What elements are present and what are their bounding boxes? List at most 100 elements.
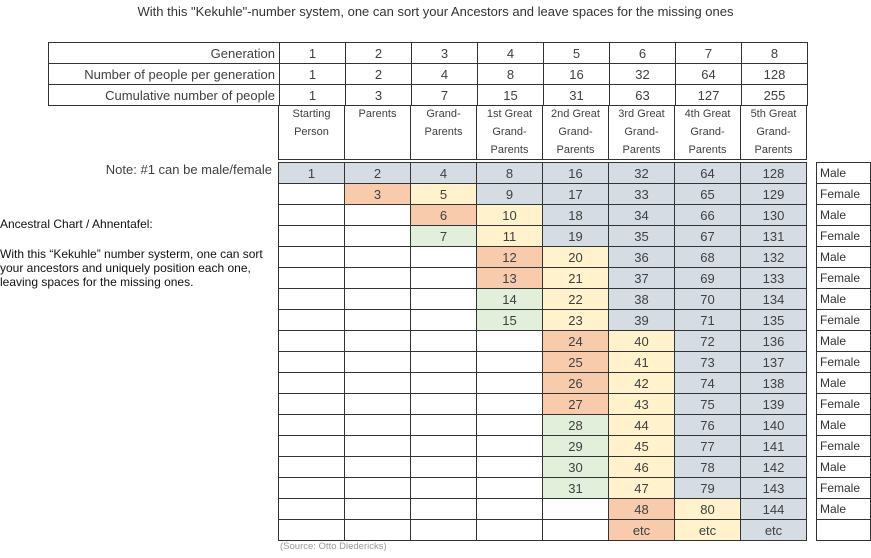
page-title: With this "Kekuhle"-number system, one c… bbox=[137, 4, 734, 19]
sex-cell: Male bbox=[816, 456, 871, 478]
sex-cell: Female bbox=[816, 267, 871, 289]
kekule-number-cell: 140 bbox=[740, 414, 807, 436]
kekule-number-cell: 73 bbox=[674, 351, 741, 373]
summary-cell: 32 bbox=[609, 63, 676, 85]
kekule-number-cell bbox=[476, 498, 543, 520]
sex-row: Female bbox=[816, 477, 871, 499]
kekule-number-cell: 43 bbox=[608, 393, 675, 415]
kekule-number-cell: 27 bbox=[542, 393, 609, 415]
kekule-number-cell: 128 bbox=[740, 162, 807, 184]
summary-cell: 64 bbox=[675, 63, 742, 85]
kekule-number-cell bbox=[278, 246, 345, 268]
summary-row-label: Number of people per generation bbox=[48, 63, 280, 85]
summary-cell: 255 bbox=[741, 84, 808, 106]
kekule-number-cell: 2 bbox=[344, 162, 411, 184]
kekule-number-cell: 64 bbox=[674, 162, 741, 184]
kekule-number-cell bbox=[476, 351, 543, 373]
kekule-number-cell: 137 bbox=[740, 351, 807, 373]
kekule-number-cell bbox=[344, 225, 411, 247]
sex-cell: Male bbox=[816, 372, 871, 394]
sex-row: Male bbox=[816, 414, 871, 436]
grid-row: 13 21 37 69 133 bbox=[278, 267, 807, 289]
grid-row: etc etc etc bbox=[278, 519, 807, 541]
summary-cell: 7 bbox=[675, 42, 742, 64]
kekule-number-cell bbox=[278, 456, 345, 478]
summary-cell: 31 bbox=[543, 84, 610, 106]
kekule-number-cell bbox=[344, 393, 411, 415]
kekule-number-cell: 14 bbox=[476, 288, 543, 310]
kekule-number-cell: 25 bbox=[542, 351, 609, 373]
sex-cell: Female bbox=[816, 351, 871, 373]
kekule-number-cell: 136 bbox=[740, 330, 807, 352]
kekule-number-cell bbox=[410, 435, 477, 457]
kekule-number-cell bbox=[344, 309, 411, 331]
kekule-number-cell bbox=[476, 414, 543, 436]
kekule-number-cell bbox=[476, 372, 543, 394]
kekule-number-cell: 69 bbox=[674, 267, 741, 289]
kekule-number-cell: 36 bbox=[608, 246, 675, 268]
kekule-number-cell: 11 bbox=[476, 225, 543, 247]
kekule-number-cell bbox=[278, 498, 345, 520]
kekule-number-cell: 16 bbox=[542, 162, 609, 184]
kekule-number-cell bbox=[344, 330, 411, 352]
kekule-number-cell bbox=[476, 393, 543, 415]
kekule-number-cell bbox=[278, 414, 345, 436]
source-credit: (Source: Otto Diedericks) bbox=[280, 541, 387, 552]
kekule-number-cell: 48 bbox=[608, 498, 675, 520]
kekule-number-cell bbox=[344, 351, 411, 373]
kekule-number-cell: 67 bbox=[674, 225, 741, 247]
kekule-number-cell: 70 bbox=[674, 288, 741, 310]
kekule-number-cell: 46 bbox=[608, 456, 675, 478]
kekule-number-cell bbox=[344, 204, 411, 226]
kekule-number-cell: 26 bbox=[542, 372, 609, 394]
sex-cell: Female bbox=[816, 309, 871, 331]
summary-row-label: Cumulative number of people bbox=[48, 84, 280, 106]
kekule-number-cell bbox=[476, 477, 543, 499]
kekule-number-cell bbox=[278, 267, 345, 289]
kekule-number-cell bbox=[278, 330, 345, 352]
kekule-number-cell: 135 bbox=[740, 309, 807, 331]
kekule-number-cell: 20 bbox=[542, 246, 609, 268]
generation-description: 3rd Great Grand- Parents bbox=[608, 105, 675, 160]
kekule-number-cell: 71 bbox=[674, 309, 741, 331]
sex-cell: Female bbox=[816, 183, 871, 205]
grid-row: 30 46 78 142 bbox=[278, 456, 807, 478]
summary-cell: 6 bbox=[609, 42, 676, 64]
sex-row bbox=[816, 519, 871, 541]
kekule-number-cell: 130 bbox=[740, 204, 807, 226]
kekule-number-cell bbox=[410, 288, 477, 310]
kekule-number-cell: 21 bbox=[542, 267, 609, 289]
summary-cell: 63 bbox=[609, 84, 676, 106]
kekule-number-cell bbox=[344, 519, 411, 541]
kekule-number-cell: 38 bbox=[608, 288, 675, 310]
kekule-number-cell: 129 bbox=[740, 183, 807, 205]
kekule-number-cell: 37 bbox=[608, 267, 675, 289]
kekule-number-cell: 134 bbox=[740, 288, 807, 310]
kekule-number-cell bbox=[344, 456, 411, 478]
kekule-number-cell bbox=[410, 393, 477, 415]
sex-cell: Female bbox=[816, 477, 871, 499]
generation-summary-table: Generation 1 2 3 4 5 6 7 8 Number of people per g… bbox=[48, 42, 808, 106]
generation-description: 4th Great Grand- Parents bbox=[674, 105, 741, 160]
sex-row: Male bbox=[816, 372, 871, 394]
grid-row: 1 2 4 8 16 32 64 128 bbox=[278, 162, 807, 184]
sex-cell: Male bbox=[816, 330, 871, 352]
kekule-number-cell bbox=[344, 267, 411, 289]
sex-cell: Male bbox=[816, 204, 871, 226]
kekule-number-cell: 8 bbox=[476, 162, 543, 184]
generation-description: Grand- Parents bbox=[410, 105, 477, 160]
generation-description: 5th Great Grand- Parents bbox=[740, 105, 807, 160]
kekule-number-cell: 9 bbox=[476, 183, 543, 205]
sex-row: Male bbox=[816, 204, 871, 226]
grid-row: 28 44 76 140 bbox=[278, 414, 807, 436]
grid-row: 29 45 77 141 bbox=[278, 435, 807, 457]
kekule-number-cell bbox=[278, 435, 345, 457]
kekule-number-cell: 68 bbox=[674, 246, 741, 268]
summary-cell: 8 bbox=[741, 42, 808, 64]
grid-row: 24 40 72 136 bbox=[278, 330, 807, 352]
kekule-number-cell bbox=[278, 288, 345, 310]
summary-cell: 4 bbox=[477, 42, 544, 64]
kekule-number-cell bbox=[278, 204, 345, 226]
side-heading: Ancestral Chart / Ahnentafel: bbox=[0, 217, 153, 231]
sex-cell: Female bbox=[816, 393, 871, 415]
